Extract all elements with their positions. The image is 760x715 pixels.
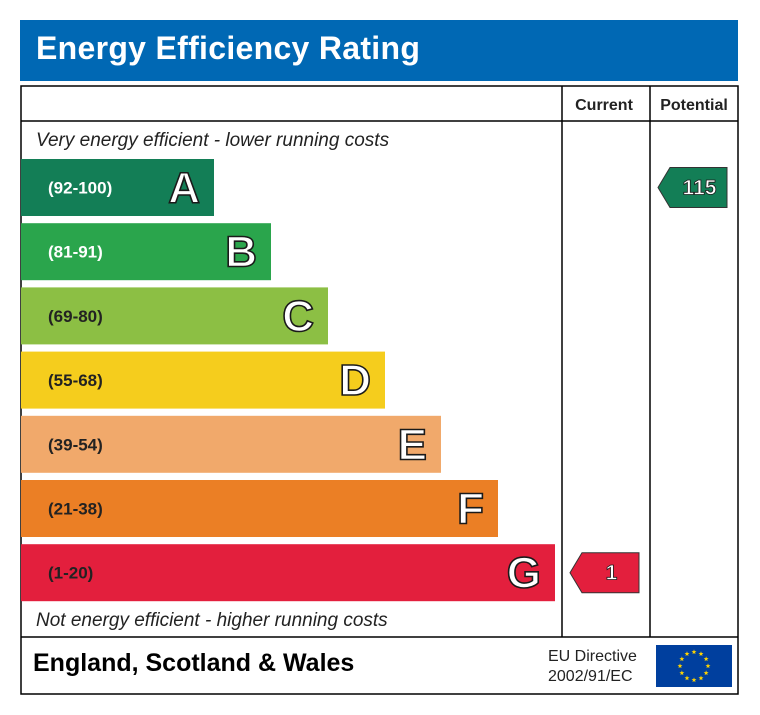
eu-star-icon — [684, 651, 690, 656]
eu-star-icon — [691, 677, 697, 683]
eu-star-icon — [703, 670, 709, 676]
eu-star-icon — [691, 649, 697, 655]
band-bar-b — [21, 223, 271, 281]
eu-star-icon — [705, 663, 711, 669]
eu-directive: EU Directive 2002/91/EC — [548, 647, 637, 687]
band-range-g: (1-20) — [48, 564, 93, 583]
directive-line-2: 2002/91/EC — [548, 668, 633, 685]
eu-star-icon — [698, 675, 704, 681]
potential-rating-marker: 115 — [657, 167, 728, 208]
rating-bands: (92-100) A (81-91) B (69-80) C (55-68) D (39-54)… — [21, 159, 555, 602]
band-bar-f — [21, 480, 498, 537]
band-b: (81-91) B — [21, 223, 271, 281]
eu-star-icon — [677, 663, 683, 669]
page-title: Energy Efficiency Rating — [36, 30, 421, 66]
band-range-f: (21-38) — [48, 500, 103, 519]
title-bar: Energy Efficiency Rating — [20, 20, 738, 81]
band-bar-c — [21, 287, 328, 345]
eu-star-icon — [679, 670, 685, 676]
eu-star-icon — [684, 675, 690, 681]
bottom-note: Not energy efficient - higher running co… — [36, 610, 388, 631]
band-bar-d — [21, 351, 385, 409]
eu-star-icon — [703, 656, 709, 662]
band-bar-g — [21, 544, 555, 602]
band-letter-f: F — [457, 485, 484, 534]
band-bar-a — [21, 159, 214, 216]
potential-rating-marker-arrow — [657, 167, 728, 208]
band-range-e: (39-54) — [48, 435, 103, 454]
current-rating-marker-value: 1 — [606, 562, 618, 585]
region-label: England, Scotland & Wales — [33, 649, 355, 677]
eu-star-icon — [698, 651, 704, 656]
current-rating-marker: 1 — [569, 552, 640, 594]
band-a: (92-100) A — [21, 159, 214, 216]
band-range-b: (81-91) — [48, 243, 103, 262]
band-f: (21-38) F — [21, 480, 498, 537]
band-e: (39-54) E — [21, 415, 441, 473]
current-rating-marker-arrow — [569, 552, 640, 594]
current-column-header: Current — [575, 97, 633, 114]
top-note: Very energy efficient - lower running co… — [36, 130, 390, 151]
band-g: (1-20) G — [21, 544, 555, 602]
band-letter-b: B — [225, 228, 257, 277]
band-letter-c: C — [282, 292, 314, 341]
potential-column-header: Potential — [660, 97, 728, 114]
potential-rating-marker-value: 115 — [683, 177, 717, 200]
band-letter-a: A — [168, 164, 200, 213]
band-range-d: (55-68) — [48, 371, 103, 390]
band-range-a: (92-100) — [48, 179, 112, 198]
band-letter-g: G — [507, 549, 541, 598]
rating-markers: 1 115 — [569, 167, 728, 594]
band-d: (55-68) D — [21, 351, 385, 409]
band-c: (69-80) C — [21, 287, 328, 345]
band-letter-d: D — [339, 356, 371, 405]
eu-flag-icon — [656, 645, 732, 687]
band-range-c: (69-80) — [48, 307, 103, 326]
eu-star-icon — [679, 656, 685, 662]
directive-line-1: EU Directive — [548, 648, 637, 665]
band-letter-e: E — [398, 420, 427, 469]
band-bar-e — [21, 415, 441, 473]
